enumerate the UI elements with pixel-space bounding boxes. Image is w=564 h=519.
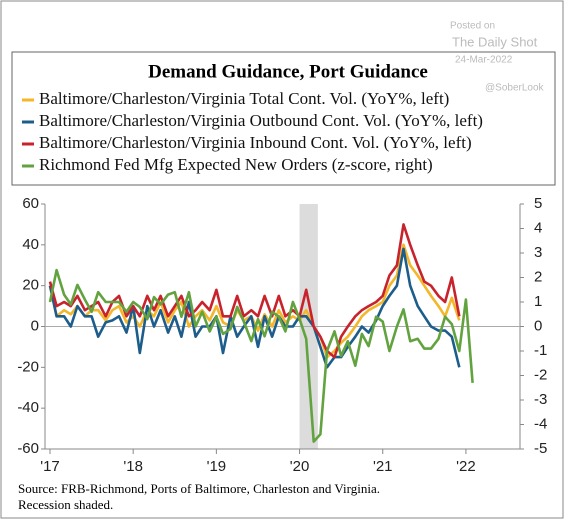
y2-tick-label: 0: [534, 317, 542, 334]
legend-label: Baltimore/Charleston/Virginia Inbound Co…: [39, 133, 472, 152]
legend-label: Baltimore/Charleston/Virginia Outbound C…: [39, 111, 483, 130]
x-tick-label: '17: [40, 458, 60, 475]
series-line: [48, 243, 461, 359]
source-note: Source: FRB-Richmond, Ports of Baltimore…: [18, 481, 380, 496]
y2-tick-label: -2: [534, 366, 547, 383]
source-note: Recession shaded.: [18, 497, 113, 512]
y2-tick-label: 5: [534, 195, 542, 212]
y-tick-label: 40: [22, 236, 39, 253]
series-line: [48, 268, 474, 443]
y-tick-label: -60: [17, 440, 39, 457]
x-tick-label: '19: [207, 458, 227, 475]
y-tick-label: -20: [17, 358, 39, 375]
y2-tick-label: 3: [534, 244, 542, 261]
y2-tick-label: -1: [534, 342, 547, 359]
y2-tick-label: 2: [534, 268, 542, 285]
watermark: 24-Mar-2022: [455, 55, 513, 66]
watermark: Posted on: [450, 21, 495, 32]
y2-tick-label: -4: [534, 415, 547, 432]
y-tick-label: 60: [22, 195, 39, 212]
watermark: The Daily Shot: [452, 34, 538, 49]
legend-label: Baltimore/Charleston/Virginia Total Cont…: [39, 89, 449, 108]
y-tick-label: 0: [31, 317, 39, 334]
y-tick-label: -40: [17, 399, 39, 416]
watermark: @SoberLook: [485, 83, 545, 94]
x-tick-label: '20: [290, 458, 310, 475]
y-tick-label: 20: [22, 277, 39, 294]
legend-label: Richmond Fed Mfg Expected New Orders (z-…: [39, 155, 433, 174]
legend-box: [11, 51, 556, 186]
y2-tick-label: -5: [534, 440, 547, 457]
x-tick-label: '22: [456, 458, 476, 475]
x-tick-label: '21: [373, 458, 393, 475]
series-line: [48, 223, 461, 359]
x-tick-label: '18: [123, 458, 143, 475]
chart-title: Demand Guidance, Port Guidance: [148, 61, 428, 82]
y2-tick-label: 1: [534, 293, 542, 310]
y2-tick-label: -3: [534, 391, 547, 408]
y2-tick-label: 4: [534, 219, 542, 236]
